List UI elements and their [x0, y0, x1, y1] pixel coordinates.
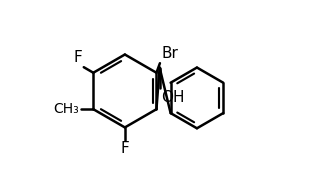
Text: F: F [121, 141, 129, 156]
Text: CH₃: CH₃ [54, 102, 79, 116]
Text: F: F [73, 50, 82, 65]
Text: Br: Br [162, 46, 179, 61]
Text: OH: OH [161, 90, 185, 105]
